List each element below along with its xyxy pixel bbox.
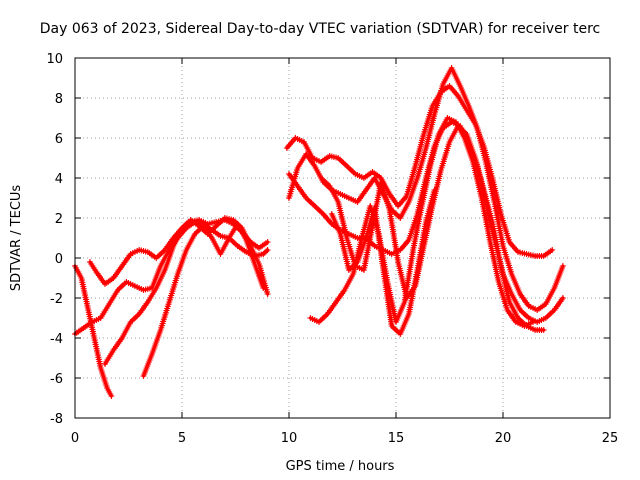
y-tick-label: -8 [50,412,63,427]
y-tick-label: -6 [50,372,63,387]
y-tick-label: -2 [50,292,63,307]
plus-markers [286,65,566,313]
x-tick-label: 25 [602,431,619,446]
x-axis-label: GPS time / hours [286,459,395,474]
data-series-s5 [140,221,267,379]
data-series-layer [72,65,566,399]
y-tick-label: 10 [46,52,63,67]
y-tick-label: 0 [55,252,63,267]
x-tick-label: 15 [388,431,405,446]
x-tick-label: 20 [495,431,512,446]
data-series-s7 [286,65,566,313]
y-tick-label: 8 [55,92,63,107]
y-tick-label: 6 [55,132,63,147]
plus-markers [328,187,438,337]
y-tick-label: -4 [50,332,63,347]
x-tick-label: 0 [71,431,79,446]
plot-frame [74,57,611,419]
y-axis-label: SDTVAR / TECUs [9,185,24,292]
y-tick-label: 2 [55,212,63,227]
axis-ticks: 0 5 10 15 20 25 -8 -6 -4 -2 0 2 4 6 8 10 [46,52,618,446]
chart-title: Day 063 of 2023, Sidereal Day-to-day VTE… [40,21,600,37]
x-tick-label: 5 [178,431,186,446]
plus-markers [140,221,267,379]
series-line [141,222,265,378]
y-tick-label: 4 [55,172,63,187]
data-series-s11 [328,187,438,337]
x-tick-label: 10 [281,431,298,446]
